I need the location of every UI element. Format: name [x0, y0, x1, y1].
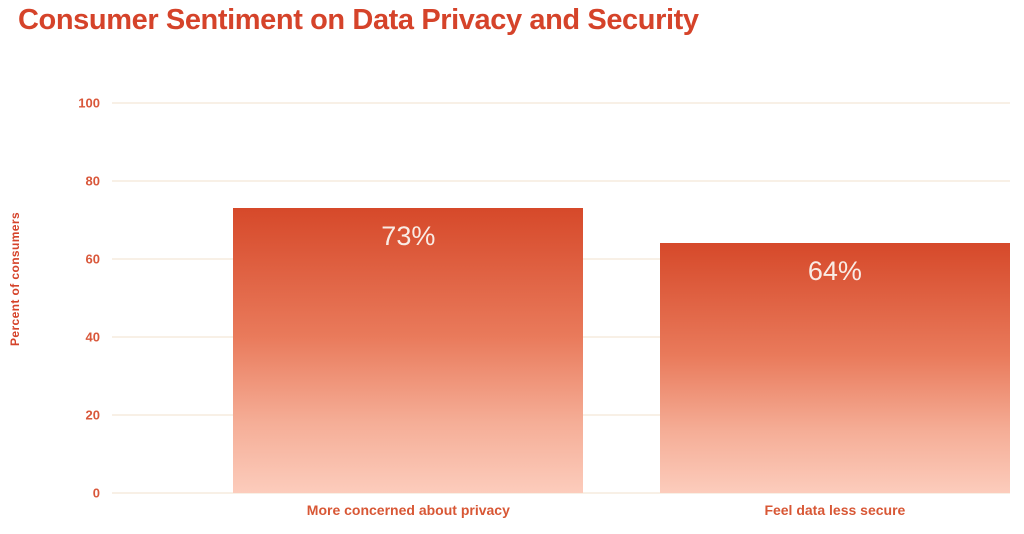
plot-area: Percent of consumers 0 20 40 60 80 100 73% 64%…: [8, 96, 1010, 518]
gridline-0: [112, 492, 1010, 494]
x-category-label: More concerned about privacy: [306, 502, 510, 518]
y-tick-label-20: 20: [85, 407, 100, 423]
gridline-100: [112, 102, 1010, 104]
y-axis-title: Percent of consumers: [8, 211, 22, 346]
bar-2: 64%: [659, 243, 1010, 493]
gridline-80: [112, 180, 1010, 182]
bar-1: 73%: [233, 208, 584, 493]
x-category-label: Feel data less secure: [764, 502, 906, 518]
y-tick-label-60: 60: [85, 251, 100, 267]
y-tick-label-0: 0: [92, 485, 100, 501]
chart-title: Consumer Sentiment on Data Privacy and S…: [18, 4, 699, 36]
y-tick-label-40: 40: [85, 329, 100, 345]
y-tick-label-100: 100: [78, 95, 100, 111]
y-tick-label-80: 80: [85, 173, 100, 189]
bar-value-label: 73%: [381, 221, 436, 252]
bar-value-label: 64%: [807, 256, 862, 287]
